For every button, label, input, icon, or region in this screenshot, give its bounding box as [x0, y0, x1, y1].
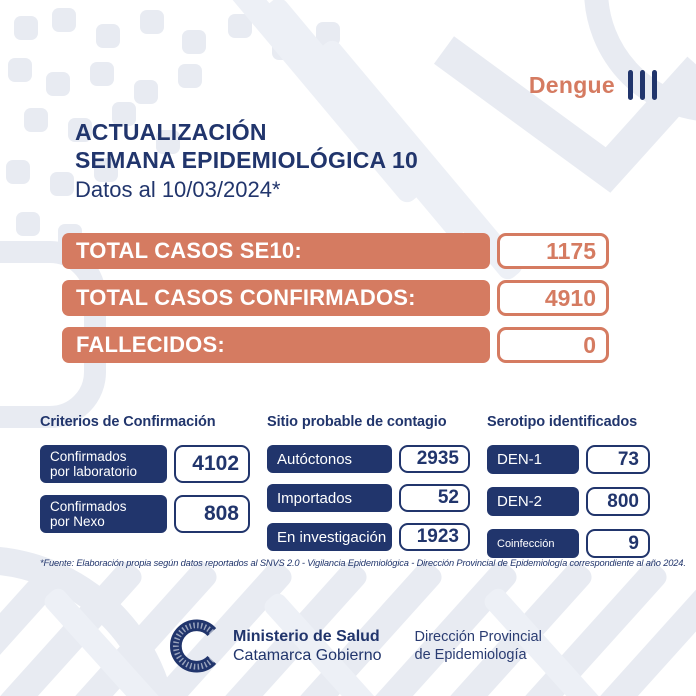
total-label: TOTAL CASOS SE10:: [62, 233, 490, 269]
stat-pill: Coinfección: [487, 529, 579, 558]
stat-label: En investigación: [277, 528, 387, 546]
total-row-se10: TOTAL CASOS SE10: 1175: [62, 233, 609, 269]
stat-pill: Autóctonos: [267, 445, 392, 473]
department-line2: de Epidemiología: [414, 647, 527, 663]
stat-value: 9: [586, 529, 650, 558]
stat-value: 1923: [399, 523, 470, 551]
stat-label-line2: por laboratorio: [50, 464, 138, 479]
totals-section: TOTAL CASOS SE10: 1175 TOTAL CASOS CONFI…: [62, 233, 609, 363]
stat-row-laboratorio: Confirmados por laboratorio 4102: [40, 445, 250, 483]
stat-value: 800: [586, 487, 650, 516]
total-label: TOTAL CASOS CONFIRMADOS:: [62, 280, 490, 316]
total-value: 1175: [497, 233, 609, 269]
header: ACTUALIZACIÓN SEMANA EPIDEMIOLÓGICA 10 D…: [75, 118, 418, 203]
stat-row-autoctonos: Autóctonos 2935: [267, 445, 470, 473]
stat-pill: Confirmados por laboratorio: [40, 445, 167, 483]
section-serotipos: Serotipo identificados DEN-1 73 DEN-2 80…: [487, 414, 653, 571]
stat-pill: Confirmados por Nexo: [40, 495, 167, 533]
total-value: 0: [497, 327, 609, 363]
stat-value: 52: [399, 484, 470, 512]
stat-pill: En investigación: [267, 523, 392, 551]
stat-row-den2: DEN-2 800: [487, 487, 653, 516]
ministry-government: Catamarca Gobierno: [233, 647, 382, 664]
ministry-wordmark: Ministerio de Salud Catamarca Gobierno: [233, 627, 382, 665]
dengue-wordmark: Dengue: [528, 71, 615, 98]
stat-label: Importados: [277, 489, 353, 507]
dengue-bars-icon: [628, 70, 657, 100]
stat-label: DEN-1: [497, 451, 543, 468]
stat-value: 2935: [399, 445, 470, 473]
stat-pill: DEN-1: [487, 445, 579, 474]
source-footnote: *Fuente: Elaboración propia según datos …: [40, 558, 686, 568]
page-title-line2: SEMANA EPIDEMIOLÓGICA 10: [75, 147, 419, 173]
stat-row-importados: Importados 52: [267, 484, 470, 512]
catamarca-c-logo: [170, 619, 217, 673]
stat-label: DEN-2: [497, 493, 543, 510]
section-heading: Serotipo identificados: [487, 414, 638, 430]
stat-row-nexo: Confirmados por Nexo 808: [40, 495, 250, 533]
total-row-fallecidos: FALLECIDOS: 0: [62, 327, 609, 363]
stat-value: 808: [174, 495, 250, 533]
page-title-line1: ACTUALIZACIÓN: [75, 119, 267, 145]
section-heading: Sitio probable de contagio: [267, 414, 447, 430]
department-line1: Dirección Provincial: [414, 629, 542, 645]
stat-label-line1: Confirmados: [50, 449, 127, 464]
department-wordmark: Dirección Provincial de Epidemiología: [415, 628, 542, 664]
stat-label-line2: por Nexo: [50, 514, 105, 529]
stat-row-investigacion: En investigación 1923: [267, 523, 470, 551]
footer: Ministerio de Salud Catamarca Gobierno D…: [170, 619, 542, 673]
stat-pill: Importados: [267, 484, 392, 512]
stat-pill: DEN-2: [487, 487, 579, 516]
stat-value: 4102: [174, 445, 250, 483]
stats-columns: Criterios de Confirmación Confirmados po…: [40, 414, 653, 571]
section-heading: Criterios de Confirmación: [40, 414, 216, 430]
section-criterios-confirmacion: Criterios de Confirmación Confirmados po…: [40, 414, 250, 571]
section-sitio-contagio: Sitio probable de contagio Autóctonos 29…: [267, 414, 470, 571]
total-value: 4910: [497, 280, 609, 316]
stat-row-coinfeccion: Coinfección 9: [487, 529, 653, 558]
stat-row-den1: DEN-1 73: [487, 445, 653, 474]
stat-value: 73: [586, 445, 650, 474]
ministry-name: Ministerio de Salud: [233, 628, 380, 645]
data-date-subtitle: Datos al 10/03/2024*: [75, 177, 281, 202]
total-label: FALLECIDOS:: [62, 327, 490, 363]
stat-label-line1: Confirmados: [50, 499, 127, 514]
brand: Dengue: [529, 70, 657, 100]
stat-label: Autóctonos: [277, 450, 353, 468]
stat-label: Coinfección: [497, 537, 555, 550]
total-row-confirmados: TOTAL CASOS CONFIRMADOS: 4910: [62, 280, 609, 316]
